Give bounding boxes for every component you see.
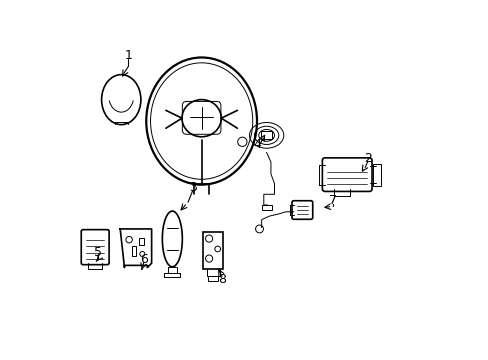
Bar (208, 276, 217, 281)
Bar (261, 205, 271, 210)
Bar (203, 232, 223, 269)
Text: 6: 6 (140, 253, 147, 266)
Text: 1: 1 (124, 49, 132, 62)
Text: 7: 7 (328, 194, 336, 207)
Text: 4: 4 (253, 139, 261, 152)
Text: 3: 3 (188, 181, 196, 194)
Text: 8: 8 (218, 273, 225, 286)
Text: 2: 2 (363, 152, 371, 165)
Bar (131, 247, 136, 256)
Bar (261, 131, 272, 139)
Bar (372, 163, 381, 186)
Text: 5: 5 (94, 246, 102, 258)
Bar (139, 238, 143, 246)
